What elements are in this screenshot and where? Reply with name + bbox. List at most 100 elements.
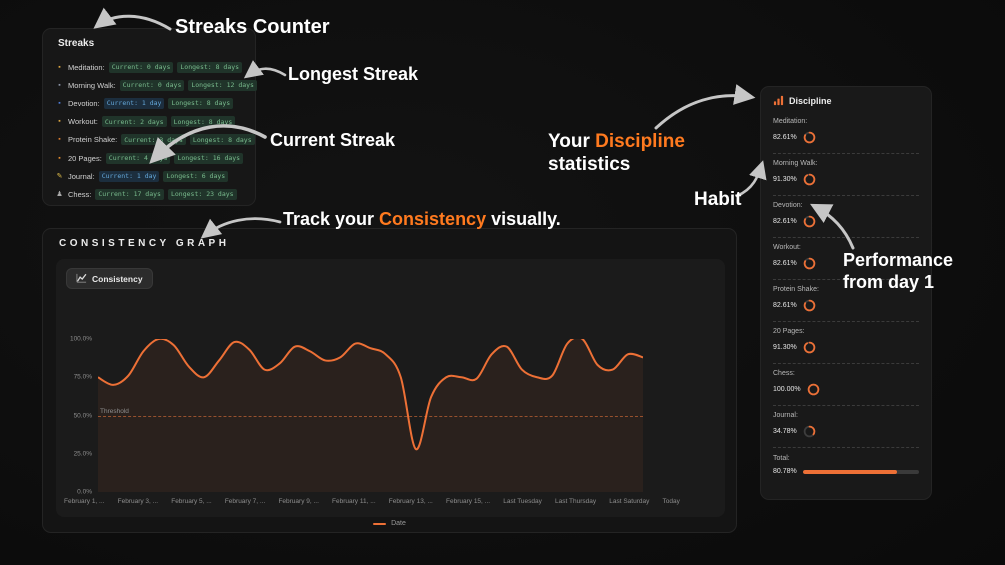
annotation-text: Your	[548, 131, 596, 152]
annotation-longest-streak: Longest Streak	[288, 64, 419, 84]
meditation-icon: ▪	[58, 63, 61, 71]
discipline-header: Discipline	[773, 95, 832, 106]
habit-name: Workout:	[68, 117, 98, 127]
annotation-performance: Performance from day 1	[843, 250, 953, 293]
x-axis-label: February 7, ...	[224, 498, 266, 505]
discipline-item: Chess: 100.00%	[773, 364, 919, 406]
annotation-highlight: Consistency	[379, 209, 487, 229]
streaks-panel: Streaks ▪ Meditation: Current: 0 days Lo…	[42, 28, 257, 206]
streak-row: ♟ Chess: Current: 17 days Longest: 23 da…	[55, 185, 250, 203]
progress-ring	[803, 131, 816, 144]
current-streak-badge: Current: 17 days	[95, 188, 164, 200]
y-axis-label: 25.0%	[73, 450, 92, 458]
threshold-label: Threshold	[100, 407, 129, 415]
longest-streak-badge: Longest: 23 days	[167, 188, 237, 200]
longest-streak-badge: Longest: 8 days	[170, 116, 236, 128]
discipline-item-label: Devotion:	[773, 202, 803, 209]
discipline-item-label: 20 Pages:	[773, 328, 805, 335]
longest-streak-badge: Longest: 12 days	[188, 79, 257, 91]
orange-book-icon: ▪	[58, 154, 61, 162]
consistency-toggle-label: Consistency	[92, 273, 143, 284]
habit-name: Devotion:	[68, 98, 100, 108]
discipline-item: Morning Walk: 91.30%	[773, 154, 919, 196]
annotation-text: Performance	[843, 250, 954, 270]
walking-icon: ▪	[58, 81, 61, 89]
discipline-item: Journal: 34.78%	[773, 406, 919, 448]
consistency-panel-title: CONSISTENCY GRAPH	[59, 238, 230, 249]
x-axis-label: February 3, ...	[117, 498, 159, 505]
x-axis-label: February 11, ...	[332, 498, 376, 505]
discipline-item-label: Chess:	[773, 370, 795, 377]
x-axis-label: Last Saturday	[609, 498, 650, 505]
streak-row: ▪ Protein Shake: Current: 3 days Longest…	[55, 131, 255, 149]
progress-ring	[803, 257, 816, 270]
legend-label: Date	[391, 520, 406, 527]
habit-name: Journal:	[68, 171, 95, 181]
total-progress-bar	[802, 469, 919, 474]
current-streak-badge: Current: 0 days	[119, 79, 185, 91]
annotation-current-streak: Current Streak	[270, 130, 396, 150]
x-axis-label: Last Thursday	[555, 498, 597, 505]
progress-ring	[803, 425, 816, 438]
consistency-toggle-button[interactable]: Consistency	[66, 268, 153, 289]
discipline-item-value: 91.30%	[773, 176, 797, 183]
current-streak-badge: Current: 2 days	[101, 116, 167, 128]
y-axis-label: 50.0%	[73, 412, 92, 419]
annotation-text: from day 1	[843, 271, 935, 292]
discipline-stats-icon	[773, 95, 784, 106]
x-axis-label: Today	[662, 498, 680, 505]
streak-row: ▪ Workout: Current: 2 days Longest: 8 da…	[55, 113, 250, 131]
y-axis-labels: 100.0% 75.0% 50.0% 25.0% 0.0%	[58, 335, 92, 496]
current-streak-badge: Current: 1 day	[98, 170, 160, 182]
discipline-panel: Discipline Meditation: 82.61% Morning Wa…	[760, 86, 932, 500]
longest-streak-badge: Longest: 6 days	[163, 170, 229, 182]
discipline-item-label: Workout:	[773, 244, 801, 251]
x-axis-label: February 13, ...	[388, 498, 433, 505]
streaks-title: Streaks	[58, 38, 95, 49]
drink-icon: ▪	[58, 136, 61, 144]
pencil-icon: ✎	[56, 173, 63, 181]
habit-name: Meditation:	[68, 62, 105, 72]
consistency-chart-card: Consistency 100.0% 75.0% 50.0% 25.0% 0.0…	[56, 259, 725, 517]
discipline-item: Devotion: 82.61%	[773, 196, 919, 238]
total-progress-fill	[802, 469, 897, 474]
threshold-line: Threshold	[98, 408, 643, 417]
progress-ring	[803, 341, 816, 354]
arrow-discipline-stats	[654, 84, 756, 130]
longest-streak-badge: Longest: 16 days	[174, 152, 244, 164]
discipline-total-label: Total:	[773, 455, 790, 462]
streaks-rows: ▪ Meditation: Current: 0 days Longest: 8…	[55, 58, 257, 204]
streak-row: ✎ Journal: Current: 1 day Longest: 6 day…	[55, 167, 250, 185]
legend-line-marker	[373, 522, 387, 525]
current-streak-badge: Current: 4 days	[105, 152, 171, 164]
x-axis-label: February 1, ...	[64, 498, 105, 505]
streak-row: ▪ Morning Walk: Current: 0 days Longest:…	[55, 76, 257, 94]
y-axis-label: 100.0%	[69, 335, 92, 343]
discipline-item-value: 82.61%	[773, 260, 797, 267]
discipline-item-label: Journal:	[773, 412, 798, 419]
streak-row: ▪ Meditation: Current: 0 days Longest: 8…	[55, 58, 250, 76]
discipline-item: Meditation: 82.61%	[773, 112, 919, 154]
streak-row: ▪ 20 Pages: Current: 4 days Longest: 16 …	[55, 149, 250, 167]
annotation-text: statistics	[548, 153, 631, 175]
x-axis-label: February 5, ...	[171, 498, 212, 505]
discipline-item: Workout: 82.61%	[773, 238, 919, 280]
longest-streak-badge: Longest: 8 days	[189, 134, 255, 146]
annotation-discipline-stats: Your Discipline statistics	[548, 131, 685, 177]
chess-pawn-icon: ♟	[56, 191, 63, 199]
book-icon: ▪	[58, 99, 61, 107]
longest-streak-badge: Longest: 8 days	[177, 61, 243, 73]
consistency-panel: CONSISTENCY GRAPH Consistency 100.0% 75.…	[42, 228, 737, 533]
x-axis-label: February 9, ...	[278, 498, 319, 505]
discipline-title: Discipline	[789, 95, 832, 106]
annotation-text: Track your	[283, 209, 380, 229]
annotation-track-consistency: Track your Consistency visually.	[283, 209, 561, 230]
chart-legend: Date	[43, 520, 736, 527]
muscle-icon: ▪	[58, 118, 61, 126]
streak-row: ▪ Devotion: Current: 1 day Longest: 8 da…	[55, 94, 250, 112]
longest-streak-badge: Longest: 8 days	[168, 97, 234, 109]
annotation-text: visually.	[486, 209, 561, 229]
y-axis-label: 0.0%	[77, 488, 92, 496]
x-axis-label: February 15, ...	[446, 498, 491, 505]
